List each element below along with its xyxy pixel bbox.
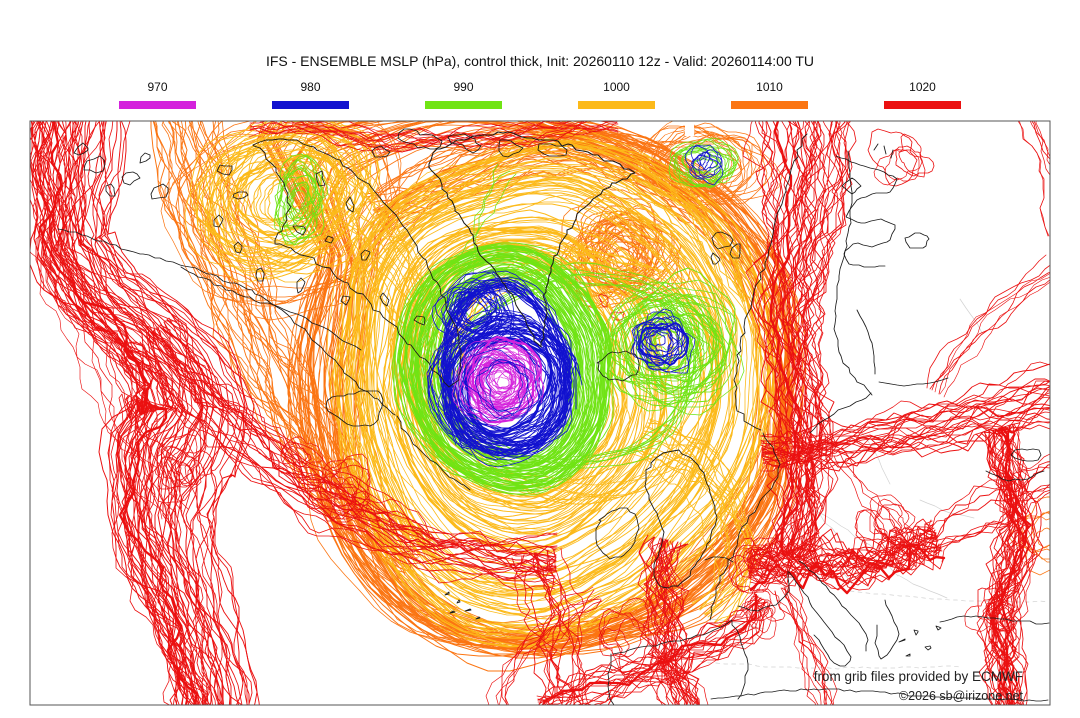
svg-text:©2026 sb@irizone.net: ©2026 sb@irizone.net bbox=[899, 689, 1024, 703]
svg-text:from grib files provided by EC: from grib files provided by ECMWF bbox=[814, 669, 1023, 684]
svg-text:IFS - ENSEMBLE MSLP (hPa), con: IFS - ENSEMBLE MSLP (hPa), control thick… bbox=[266, 53, 814, 69]
svg-text:1010: 1010 bbox=[756, 80, 783, 94]
svg-text:980: 980 bbox=[300, 80, 320, 94]
svg-text:970: 970 bbox=[147, 80, 167, 94]
svg-text:1020: 1020 bbox=[909, 80, 936, 94]
svg-text:1000: 1000 bbox=[603, 80, 630, 94]
svg-text:990: 990 bbox=[453, 80, 473, 94]
